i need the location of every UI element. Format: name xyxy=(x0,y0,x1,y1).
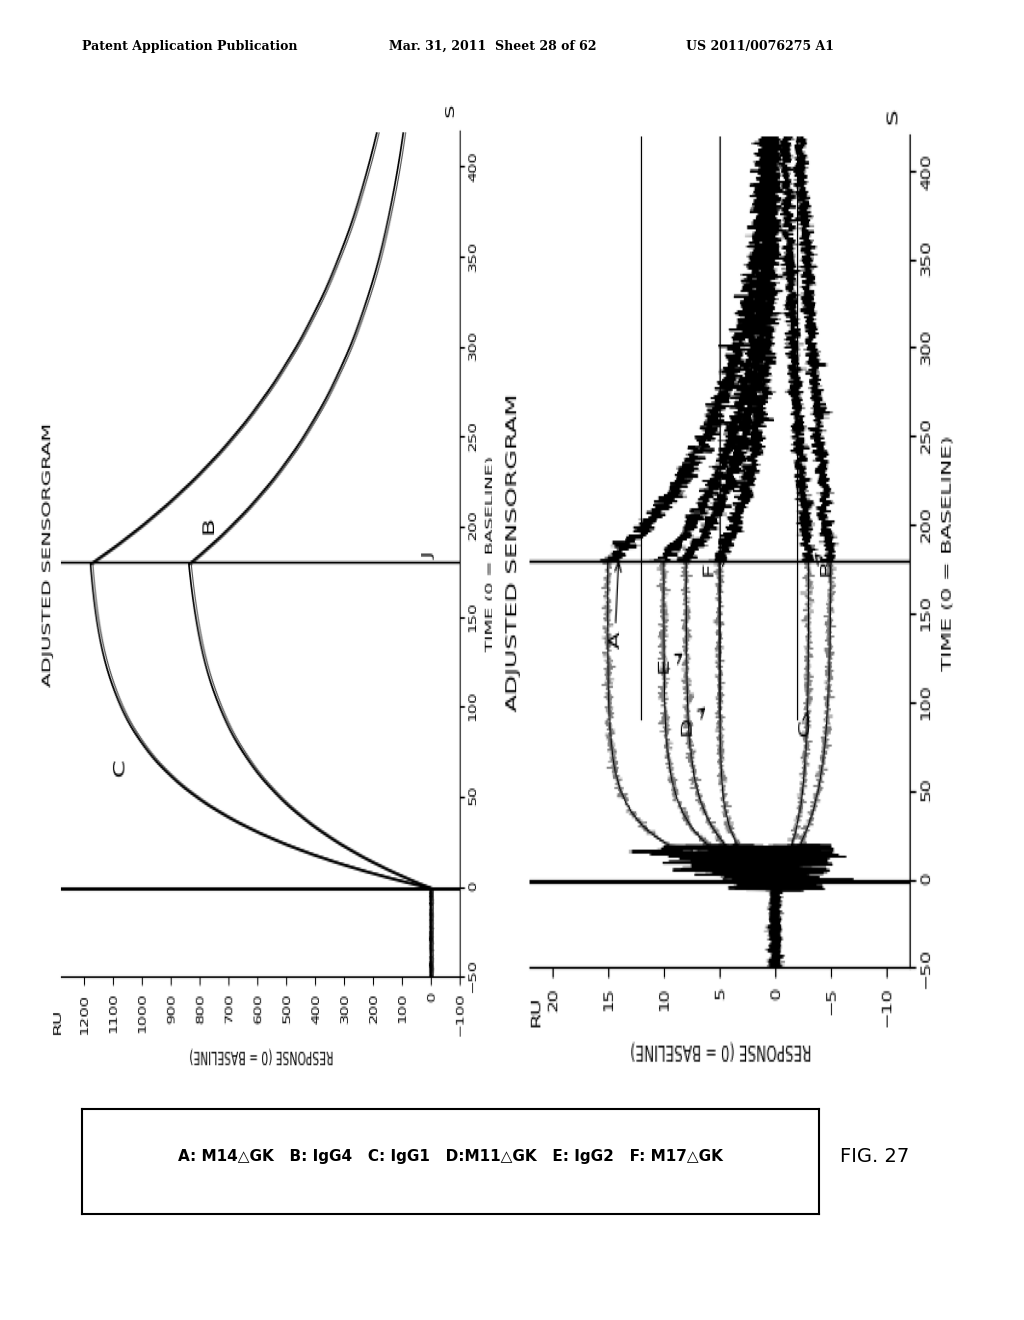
Text: FIG. 27: FIG. 27 xyxy=(840,1147,909,1166)
Text: A: M14△GK   B: IgG4   C: IgG1   D:M11△GK   E: IgG2   F: M17△GK: A: M14△GK B: IgG4 C: IgG1 D:M11△GK E: Ig… xyxy=(178,1148,723,1164)
Text: Mar. 31, 2011  Sheet 28 of 62: Mar. 31, 2011 Sheet 28 of 62 xyxy=(389,40,597,53)
Text: Patent Application Publication: Patent Application Publication xyxy=(82,40,297,53)
Text: US 2011/0076275 A1: US 2011/0076275 A1 xyxy=(686,40,835,53)
